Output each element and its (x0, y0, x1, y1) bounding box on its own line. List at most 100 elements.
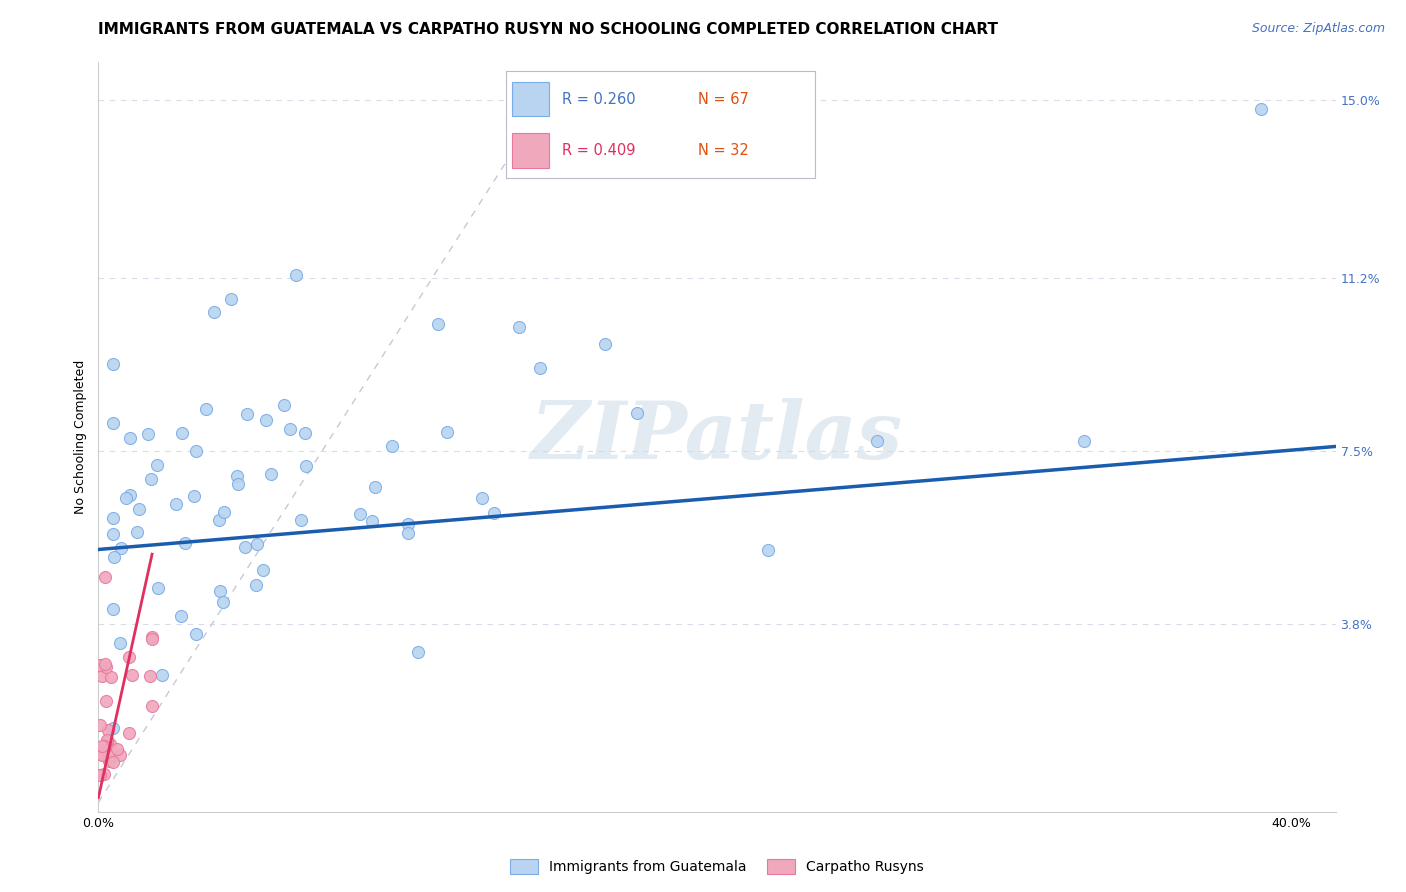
Point (508, 319, 530, 334)
Point (208, 584, 231, 599)
Point (595, 336, 617, 351)
Point (136, 426, 159, 441)
Point (436, 425, 458, 439)
Point (396, 525, 419, 540)
Point (103, 358, 125, 372)
Point (186, 626, 208, 640)
Point (125, 525, 148, 540)
Point (482, 506, 505, 520)
Point (128, 502, 150, 516)
Point (100, 670, 122, 684)
Point (406, 645, 429, 659)
Point (245, 578, 267, 592)
Point (96, 733, 118, 747)
Point (1073, 434, 1095, 448)
Point (93, 742, 115, 756)
Point (172, 426, 194, 441)
Point (273, 398, 295, 412)
Text: Source: ZipAtlas.com: Source: ZipAtlas.com (1251, 22, 1385, 36)
Text: R = 0.260: R = 0.260 (562, 92, 636, 107)
Point (756, 542, 779, 557)
Legend: Immigrants from Guatemala, Carpatho Rusyns: Immigrants from Guatemala, Carpatho Rusy… (505, 854, 929, 880)
Point (94, 657, 117, 671)
Point (226, 477, 249, 491)
Point (103, 721, 125, 735)
Point (426, 317, 449, 331)
Point (108, 747, 131, 762)
Point (145, 458, 167, 472)
Point (236, 407, 259, 421)
Point (173, 536, 195, 550)
Point (212, 595, 235, 609)
Point (120, 431, 142, 445)
Point (91, 668, 114, 682)
Text: ZIPatlas: ZIPatlas (531, 399, 903, 475)
Point (89, 767, 111, 781)
Point (226, 468, 249, 483)
Point (284, 268, 307, 282)
Point (381, 439, 404, 453)
Text: N = 32: N = 32 (697, 143, 748, 158)
Point (278, 422, 301, 436)
Point (208, 513, 231, 527)
Point (183, 490, 205, 504)
Point (184, 444, 207, 458)
Point (89, 747, 111, 761)
Point (141, 472, 163, 486)
Point (103, 601, 125, 615)
Point (103, 510, 125, 524)
Point (1250, 103, 1272, 117)
Point (165, 497, 187, 511)
Point (349, 508, 371, 522)
Point (89, 717, 111, 731)
Point (295, 458, 318, 473)
Point (91, 748, 114, 763)
Point (96, 733, 118, 747)
Point (252, 563, 274, 577)
Point (361, 514, 384, 528)
Bar (512, 134, 550, 168)
Point (866, 434, 889, 449)
Point (110, 541, 132, 555)
Point (150, 668, 173, 682)
Point (626, 406, 648, 420)
Point (89, 657, 111, 672)
Point (141, 630, 163, 644)
Text: R = 0.409: R = 0.409 (562, 143, 636, 158)
Point (94, 694, 117, 708)
Point (294, 425, 316, 440)
Point (259, 467, 281, 481)
Point (204, 305, 226, 319)
Point (98, 749, 121, 764)
Point (98, 737, 121, 751)
Point (118, 650, 141, 665)
Point (170, 609, 193, 624)
Point (254, 413, 277, 427)
Text: N = 67: N = 67 (697, 92, 749, 107)
Point (101, 756, 124, 770)
Point (141, 699, 163, 714)
Point (141, 632, 163, 646)
Point (115, 491, 138, 505)
Point (103, 549, 125, 564)
Point (194, 401, 217, 416)
Point (233, 540, 256, 554)
Point (471, 491, 494, 506)
Point (93, 570, 115, 584)
Point (246, 537, 269, 551)
Point (89, 767, 111, 781)
Point (121, 668, 143, 682)
Point (219, 292, 242, 306)
Point (103, 527, 125, 541)
Point (93, 766, 115, 780)
Point (118, 488, 141, 502)
Point (91, 739, 114, 753)
Point (103, 416, 125, 430)
Point (93, 739, 115, 753)
Point (529, 360, 551, 375)
Point (97, 723, 120, 737)
Point (212, 504, 235, 518)
Point (290, 513, 312, 527)
Point (105, 742, 128, 756)
Text: IMMIGRANTS FROM GUATEMALA VS CARPATHO RUSYN NO SCHOOLING COMPLETED CORRELATION C: IMMIGRANTS FROM GUATEMALA VS CARPATHO RU… (98, 22, 998, 37)
